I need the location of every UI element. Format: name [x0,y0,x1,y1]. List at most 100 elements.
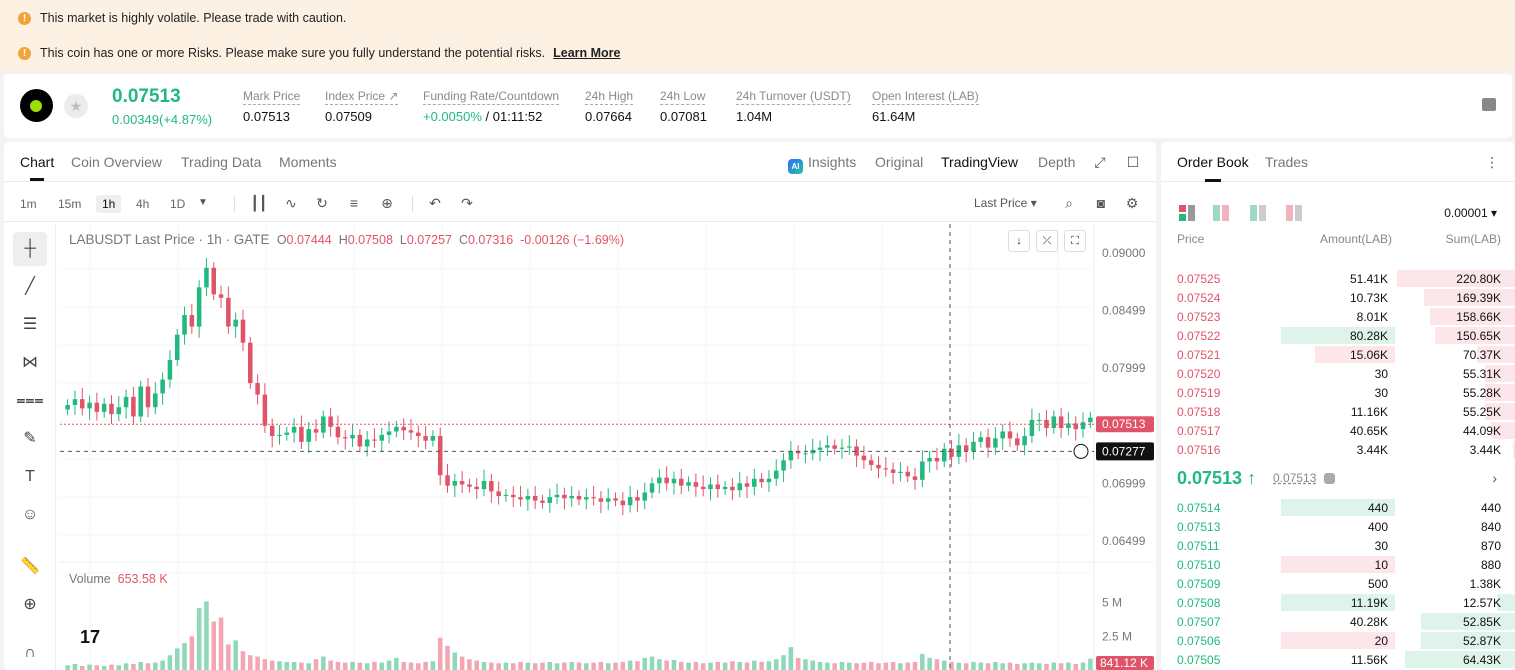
brush-icon[interactable]: ✎ [23,430,37,447]
ruler-icon[interactable]: 📏 [20,558,40,575]
layout-asks-icon[interactable] [1286,205,1302,221]
tab-chart[interactable]: Chart [20,154,55,181]
candle [847,446,852,448]
last-price-select[interactable]: Last Price ▾ [974,196,1037,210]
scroll-down-icon[interactable]: ↓ [1008,230,1030,252]
volume-bar [730,661,735,670]
bid-row[interactable]: 0.07505 11.56K 64.43K [1161,650,1515,669]
ask-row[interactable]: 0.07525 51.41K 220.80K [1161,269,1515,288]
last-price-tag [1096,416,1154,433]
ask-row[interactable]: 0.07520 30 55.31K [1161,364,1515,383]
precision-select[interactable]: 0.00001 ▾ [1444,206,1497,220]
bid-row[interactable]: 0.07507 40.28K 52.85K [1161,612,1515,631]
ask-row[interactable]: 0.07521 15.06K 70.37K [1161,345,1515,364]
candle [759,478,764,483]
bid-row[interactable]: 0.07506 20 52.87K [1161,631,1515,650]
candle [379,434,385,441]
pattern-icon[interactable]: ⋈ [22,354,38,371]
volume-bar [700,663,706,670]
volume-bar [847,662,852,670]
bid-row[interactable]: 0.07510 10 880 [1161,555,1515,574]
candle [693,482,699,487]
templates-icon[interactable]: ≡ [349,195,359,211]
more-icon[interactable]: ⋮ [1485,154,1499,170]
volume-bar [825,662,830,670]
view-original[interactable]: Original [875,154,924,170]
learn-more-link[interactable]: Learn More [553,46,621,60]
view-tradingview[interactable]: TradingView [941,154,1019,170]
layout-bids-icon[interactable] [1250,205,1266,221]
tab-trading-data[interactable]: Trading Data [181,154,262,170]
text-icon[interactable]: T [25,468,35,485]
volume-bar [576,662,582,670]
last-price-label: 0.07513 [1102,417,1146,431]
timeframe-1h[interactable]: 1h [96,195,122,213]
tab-order-book[interactable]: Order Book [1177,154,1249,182]
bid-row[interactable]: 0.07514 440 440 [1161,498,1515,517]
crosshair-icon[interactable]: ┼ [13,232,47,266]
candle [562,494,567,499]
timeframe-15m[interactable]: 15m [58,197,82,211]
emoji-icon[interactable]: ☺ [21,506,39,523]
replay-icon[interactable]: ↻ [316,195,328,211]
undo-icon[interactable]: ↶ [429,195,441,211]
ask-row[interactable]: 0.07524 10.73K 169.39K [1161,288,1515,307]
view-depth[interactable]: Depth [1038,154,1076,170]
row-sum: 64.43K [1462,653,1501,667]
row-amount: 30 [1374,367,1388,381]
ask-row[interactable]: 0.07523 8.01K 158.66K [1161,307,1515,326]
favorite-star-icon[interactable]: ★ [64,94,88,118]
fib-icon[interactable]: ☰ [22,316,38,333]
redo-icon[interactable]: ↷ [461,195,473,211]
bid-row[interactable]: 0.07513 400 840 [1161,517,1515,536]
candle-type-icon[interactable]: ┃┃ [250,195,268,211]
warning-icon: ! [18,46,31,60]
candlestick-chart[interactable]: 0.09000 0.08499 0.07999 0.06999 0.06499 0.075… [60,224,1154,670]
bid-row[interactable]: 0.07508 11.19K 12.57K [1161,593,1515,612]
camera-icon[interactable]: ◙ [1096,195,1106,211]
stat-24h-high: 24h High 0.07664 [585,89,634,124]
row-amount: 8.01K [1356,310,1388,324]
row-amount: 51.41K [1349,272,1388,286]
volume-bar [963,663,969,670]
bid-row[interactable]: 0.07509 500 1.38K [1161,574,1515,593]
magnet-icon[interactable]: ∩ [24,644,36,661]
bid-row[interactable]: 0.07511 30 870 [1161,536,1515,555]
timeframe-4h[interactable]: 4h [136,197,150,211]
search-icon[interactable]: ⌕ [1065,195,1073,211]
ask-row[interactable]: 0.07516 3.44K 3.44K [1161,440,1515,459]
timeframe-dropdown-icon[interactable]: ▼ [198,197,208,208]
fullscreen-icon[interactable]: ⤢ [1094,154,1106,170]
alert-icon[interactable]: ⊕ [381,195,393,211]
ask-row[interactable]: 0.07519 30 55.28K [1161,383,1515,402]
volume-bar [620,661,626,670]
ask-row[interactable]: 0.07518 11.16K 55.25K [1161,402,1515,421]
ask-row[interactable]: 0.07517 40.65K 44.09K [1161,421,1515,440]
guide-book-icon[interactable] [1482,98,1496,111]
chart-area[interactable]: 0.09000 0.08499 0.07999 0.06999 0.06499 0.075… [60,224,1154,670]
fit-icon[interactable]: ⛶ [1064,230,1086,252]
insights-button[interactable]: AI Insights [788,154,856,174]
row-amount: 15.06K [1349,348,1388,362]
zoom-in-icon[interactable]: ⊕ [23,596,37,613]
forecast-icon[interactable]: ⩶ [16,392,44,409]
ask-row[interactable]: 0.07522 80.28K 150.65K [1161,326,1515,345]
candle [620,500,626,506]
volume-bar [459,656,465,670]
timeframe-1d[interactable]: 1D [170,197,186,211]
window-icon[interactable]: ☐ [1126,154,1140,170]
tab-coin-overview[interactable]: Coin Overview [71,154,163,170]
tab-moments[interactable]: Moments [279,154,337,170]
tab-trades[interactable]: Trades [1265,154,1309,170]
stat-index-price[interactable]: Index Price ↗ 0.07509 [325,89,399,124]
timeframe-1m[interactable]: 1m [20,197,37,211]
indicators-icon[interactable]: ∿ [285,195,297,211]
trendline-icon[interactable]: ╱ [25,278,35,295]
layout-split-icon[interactable] [1213,205,1229,221]
volume-bar [357,662,363,670]
layout-both-icon[interactable] [1179,205,1195,221]
chevron-right-icon[interactable]: › [1492,470,1497,486]
settings-gear-icon[interactable]: ⚙ [1125,195,1139,211]
collapse-icon[interactable]: ⤫ [1036,230,1058,252]
volume-bar [1000,663,1005,670]
